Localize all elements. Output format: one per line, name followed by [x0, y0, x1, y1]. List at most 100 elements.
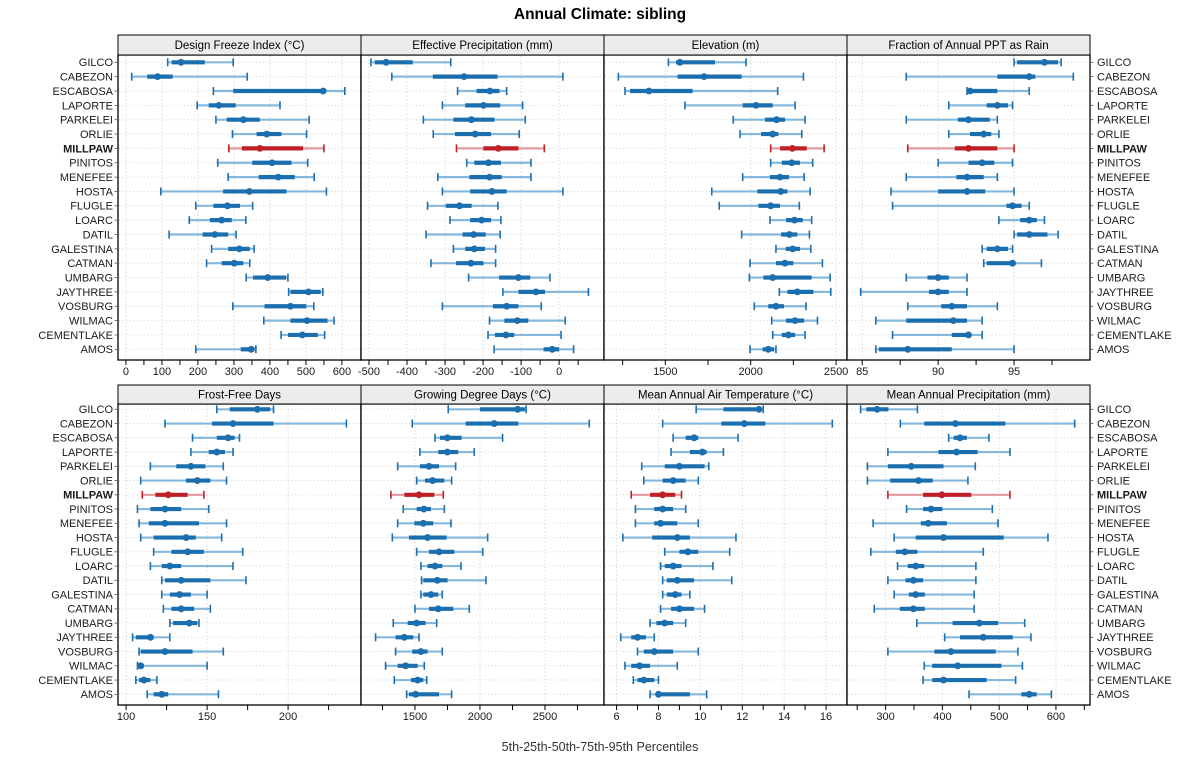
site-label-left-gilco: GILCO: [79, 57, 114, 69]
percentile-bar-loarc: [449, 216, 502, 225]
site-label-left-loarc: LOARC: [75, 561, 113, 573]
site-label-right-wilmac: WILMAC: [1097, 316, 1141, 328]
x-tick-label: 200: [279, 711, 297, 723]
percentile-bar-vosburg: [138, 647, 225, 656]
x-tick-label: 300: [876, 711, 894, 723]
percentile-bar-umbarg: [649, 619, 687, 628]
percentile-bar-parkelei: [215, 115, 310, 124]
percentiles-caption: 5th-25th-50th-75th-95th Percentiles: [501, 740, 699, 754]
x-tick-label: -500: [358, 366, 380, 378]
site-label-left-pinitos: PINITOS: [69, 504, 113, 516]
site-label-left-datil: DATIL: [83, 229, 113, 241]
percentile-bar-umbarg: [245, 273, 289, 282]
x-tick-label: -200: [472, 366, 494, 378]
site-label-right-escabosa: ESCABOSA: [1097, 86, 1158, 98]
percentile-bar-amos: [875, 345, 1015, 354]
percentile-bar-orlie: [415, 476, 453, 485]
percentile-bar-gilco: [216, 405, 275, 414]
x-tick-label: 0: [556, 366, 562, 378]
percentile-bar-amos: [194, 345, 257, 354]
x-tick-label: 14: [778, 711, 790, 723]
x-tick-label: 2000: [738, 366, 762, 378]
percentile-bar-millpaw: [769, 144, 825, 153]
percentile-bar-wilmac: [770, 316, 819, 325]
percentile-bar-gilco: [166, 58, 234, 67]
panel-fraction-of-annual-ppt-as-rain: Fraction of Annual PPT as Rain 85 90 95: [846, 34, 1091, 378]
site-label-right-datil: DATIL: [1097, 229, 1127, 241]
percentile-bar-jaythree: [778, 287, 832, 296]
x-tick-label: 100: [117, 711, 135, 723]
percentile-bar-cementlake: [891, 330, 983, 339]
percentile-bar-pinitos: [136, 505, 210, 514]
percentile-bar-laporte: [441, 101, 524, 110]
x-tick-label: 600: [1047, 711, 1065, 723]
x-tick-label: 2000: [468, 711, 492, 723]
site-label-left-cabezon: CABEZON: [60, 72, 113, 84]
x-tick-label: 0: [123, 366, 129, 378]
panel-elevation-m: Elevation (m) 1500 2000 2500: [603, 34, 848, 378]
site-label-right-umbarg: UMBARG: [1097, 618, 1145, 630]
percentile-bar-vosburg: [887, 647, 1019, 656]
percentile-bar-wilmac: [923, 661, 1024, 670]
percentile-bar-gilco: [695, 405, 765, 414]
site-label-right-laporte: LAPORTE: [1097, 100, 1148, 112]
percentile-bar-vosburg: [441, 302, 543, 311]
site-label-left-laporte: LAPORTE: [62, 447, 113, 459]
x-tick-label: 1500: [653, 366, 677, 378]
panel-strip-title: Growing Degree Days (°C): [414, 390, 551, 402]
percentile-bar-cementlake: [632, 676, 660, 685]
site-label-right-cabezon: CABEZON: [1097, 418, 1150, 430]
x-tick-label: -400: [396, 366, 418, 378]
percentile-bar-cementlake: [135, 676, 158, 685]
site-label-right-hosta: HOSTA: [1097, 186, 1135, 198]
percentile-bar-escabosa: [947, 433, 990, 442]
x-tick-label: 6: [614, 711, 620, 723]
x-tick-label: 500: [297, 366, 315, 378]
percentile-bar-escabosa: [191, 433, 241, 442]
panel-strip-title: Mean Annual Precipitation (mm): [887, 390, 1051, 402]
site-label-right-hosta: HOSTA: [1097, 532, 1135, 544]
percentile-bar-millpaw: [455, 144, 546, 153]
percentile-bar-catman: [162, 604, 212, 613]
percentile-bar-hosta: [893, 533, 1049, 542]
x-tick-label: 200: [189, 366, 207, 378]
percentile-bar-catman: [430, 259, 497, 268]
percentile-bar-gilco: [447, 405, 527, 414]
site-label-right-menefee: MENEFEE: [1097, 518, 1150, 530]
percentile-bar-cementlake: [280, 330, 326, 339]
x-tick-label: 95: [1008, 366, 1020, 378]
site-label-right-orlie: ORLIE: [1097, 129, 1130, 141]
site-label-right-millpaw: MILLPAW: [1097, 143, 1148, 155]
percentile-bar-umbarg: [467, 273, 551, 282]
percentile-bar-flugle: [663, 547, 731, 556]
percentile-bar-cabezon: [411, 419, 591, 428]
percentile-bar-millpaw: [390, 490, 445, 499]
site-label-right-flugle: FLUGLE: [1097, 547, 1140, 559]
site-label-left-orlie: ORLIE: [80, 475, 113, 487]
site-label-left-umbarg: UMBARG: [65, 272, 113, 284]
percentile-bar-hosta: [441, 187, 564, 196]
site-label-right-gilco: GILCO: [1097, 57, 1132, 69]
percentile-bar-umbarg: [169, 619, 200, 628]
site-label-left-parkelei: PARKELEI: [60, 115, 113, 127]
percentile-bar-galestina: [661, 590, 691, 599]
percentile-bar-millpaw: [630, 490, 683, 499]
percentile-bar-galestina: [210, 244, 255, 253]
percentile-bar-millpaw: [887, 490, 1011, 499]
percentile-bar-menefee: [905, 173, 999, 182]
panel-strip-title: Fraction of Annual PPT as Rain: [888, 40, 1048, 52]
x-tick-label: 300: [225, 366, 243, 378]
x-tick-label: 90: [932, 366, 944, 378]
site-label-left-millpaw: MILLPAW: [63, 143, 114, 155]
site-label-right-parkelei: PARKELEI: [1097, 461, 1150, 473]
percentile-bar-jaythree: [859, 287, 968, 296]
percentile-bar-wilmac: [488, 316, 567, 325]
percentile-bar-vosburg: [232, 302, 315, 311]
percentile-bar-pinitos: [465, 158, 532, 167]
site-label-right-pinitos: PINITOS: [1097, 158, 1141, 170]
percentile-bar-catman: [205, 259, 251, 268]
percentile-bar-wilmac: [136, 661, 208, 670]
percentile-bar-umbarg: [905, 273, 968, 282]
site-label-right-loarc: LOARC: [1097, 561, 1135, 573]
x-tick-label: 400: [261, 366, 279, 378]
